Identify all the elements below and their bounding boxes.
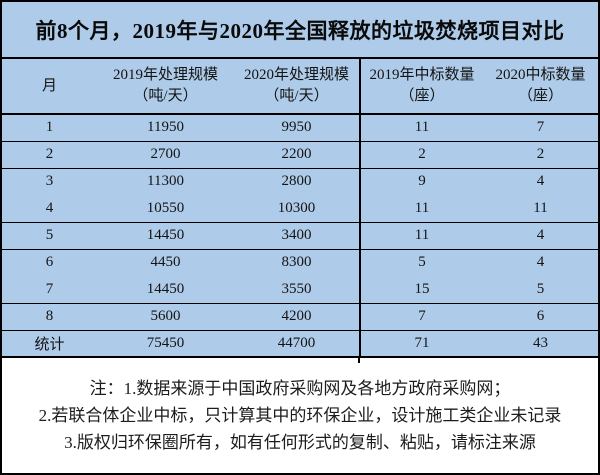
table-row: 6 4450 8300 5 4 xyxy=(2,249,598,276)
table-cell: 11 xyxy=(533,199,548,216)
table-cell: 75450 xyxy=(146,334,185,351)
table-row: 4 10550 10300 11 11 xyxy=(2,195,598,222)
header-cell-2019-count: 2019年中标数量 （座） xyxy=(359,59,483,114)
header-label: 月 xyxy=(41,77,57,94)
table-cell: 3550 xyxy=(281,280,312,297)
table-cell: 7 xyxy=(536,119,545,136)
table-cell: 5 xyxy=(536,280,545,297)
header-cell-2020-scale: 2020年处理规模 （吨/天） xyxy=(234,59,360,114)
table-cell: 11 xyxy=(359,222,483,249)
note-line-3: 3.版权归环保圈所有，如有任何形式的复制、粘贴，请标注来源 xyxy=(64,433,536,452)
column-divider-stub xyxy=(358,358,360,363)
table-cell: 2 xyxy=(45,146,54,162)
table-cell: 4 xyxy=(536,254,545,271)
table-cell: 5 xyxy=(359,249,483,276)
table-cell: 10550 xyxy=(146,199,185,216)
header-unit: （吨/天） xyxy=(133,88,198,104)
table-cell: 7 xyxy=(45,280,54,297)
total-label-cell: 统计 xyxy=(34,336,65,353)
table-cell: 9950 xyxy=(281,119,312,136)
table-cell: 14450 xyxy=(146,227,185,243)
table-cell: 3 xyxy=(45,173,54,190)
page-title: 前8个月，2019年与2020年全国释放的垃圾焚烧项目对比 xyxy=(2,2,598,59)
table-row: 5 14450 3400 11 4 xyxy=(2,222,598,249)
table-row: 8 5600 4200 7 6 xyxy=(2,303,598,330)
table-cell: 71 xyxy=(359,330,483,357)
table-total-row: 统计 75450 44700 71 43 xyxy=(2,330,598,357)
table-cell: 6 xyxy=(536,308,545,324)
table-cell: 7 xyxy=(359,303,483,330)
table-cell: 4 xyxy=(536,173,545,190)
table-row: 1 11950 9950 11 7 xyxy=(2,114,598,141)
table-cell: 10300 xyxy=(277,199,316,216)
table-cell: 8300 xyxy=(281,254,312,271)
table-cell: 43 xyxy=(533,334,548,351)
table-cell: 9 xyxy=(359,168,483,195)
header-cell-2020-count: 2020中标数量 （座） xyxy=(483,59,598,114)
table-cell: 4 xyxy=(45,199,54,216)
table-cell: 2700 xyxy=(150,146,181,162)
note-line-2: 2.若联合体企业中标，只计算其中的环保企业，设计施工类企业未记录 xyxy=(38,406,562,425)
table-cell: 4 xyxy=(536,227,545,243)
table-cell: 14450 xyxy=(146,280,185,297)
table-row: 7 14450 3550 15 5 xyxy=(2,276,598,303)
table-cell: 4450 xyxy=(150,254,181,271)
table-row: 3 11300 2800 9 4 xyxy=(2,168,598,195)
table-cell: 11 xyxy=(359,195,483,222)
table-row: 2 2700 2200 2 2 xyxy=(2,141,598,168)
table-cell: 5 xyxy=(45,227,54,243)
table-cell: 2200 xyxy=(281,146,312,162)
table-cell: 6 xyxy=(45,254,54,271)
table-cell: 8 xyxy=(45,308,54,324)
table-cell: 4200 xyxy=(281,308,312,324)
header-label: 2019年处理规模 xyxy=(112,67,218,83)
header-unit: （吨/天） xyxy=(264,88,329,104)
header-cell-month: 月 xyxy=(2,59,97,114)
table-cell: 5600 xyxy=(150,308,181,324)
table-cell: 11950 xyxy=(147,119,184,136)
header-label: 2020年处理规模 xyxy=(243,67,349,83)
header-label: 2020中标数量 xyxy=(495,67,586,83)
comparison-table: 月 2019年处理规模 （吨/天） 2020年处理规模 （吨/天） 2019年中… xyxy=(2,59,598,358)
note-line-1: 注：1.数据来源于中国政府采购网及各地方政府采购网； xyxy=(89,379,511,398)
header-unit: （座） xyxy=(399,88,445,104)
table-cell: 1 xyxy=(45,119,54,136)
table-cell: 44700 xyxy=(277,334,316,351)
table-header-row: 月 2019年处理规模 （吨/天） 2020年处理规模 （吨/天） 2019年中… xyxy=(2,59,598,114)
header-unit: （座） xyxy=(517,88,563,104)
table-cell: 3400 xyxy=(281,227,312,243)
table-cell: 11 xyxy=(359,114,483,141)
table-cell: 2800 xyxy=(281,173,312,190)
table-cell: 11300 xyxy=(147,173,184,190)
table-cell: 2 xyxy=(359,141,483,168)
table-cell: 15 xyxy=(359,276,483,303)
header-cell-2019-scale: 2019年处理规模 （吨/天） xyxy=(97,59,234,114)
notes: 注：1.数据来源于中国政府采购网及各地方政府采购网； 2.若联合体企业中标，只计… xyxy=(2,363,598,456)
table-cell: 2 xyxy=(536,146,545,162)
header-label: 2019年中标数量 xyxy=(369,67,475,83)
